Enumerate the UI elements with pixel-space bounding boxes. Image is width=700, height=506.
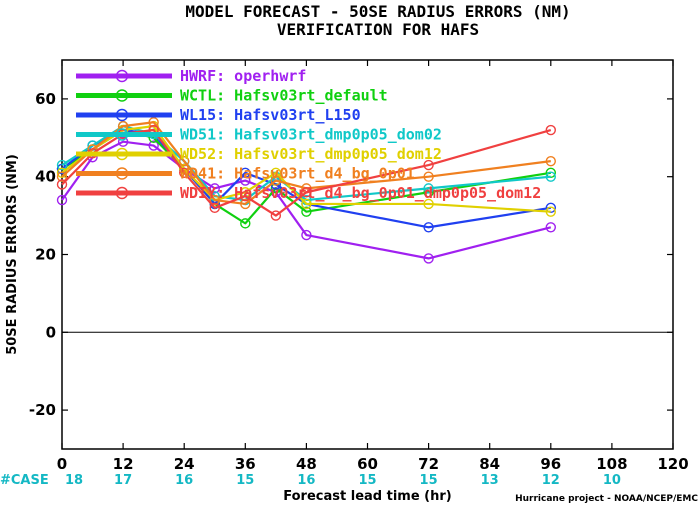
legend-label: WCTL: Hafsv03rt_default — [180, 87, 388, 105]
case-count: 16 — [175, 473, 193, 488]
case-count: 18 — [65, 473, 83, 488]
x-tick-label: 120 — [657, 455, 688, 473]
y-tick-label: 0 — [46, 323, 56, 341]
legend-marker — [115, 128, 129, 141]
legend-item: WD52: Hafsv03rt_dmp0p05_dom12 — [76, 145, 442, 163]
legend-marker — [115, 108, 129, 122]
legend-marker — [115, 167, 129, 180]
data-point — [56, 171, 68, 182]
data-point — [56, 179, 68, 190]
x-tick-label: 84 — [479, 455, 500, 473]
case-count: 16 — [297, 473, 315, 488]
legend-label: WDIY: Hafsv03rt_d4_bg_0p01_dmp0p05_dom12 — [180, 184, 541, 202]
data-point — [270, 175, 282, 186]
data-point — [423, 198, 434, 210]
case-counts: 18 17 16 15 16 15 15 13 12 10 — [65, 473, 621, 488]
data-point — [301, 229, 312, 241]
legend-item: WL15: Hafsv03rt_L150 — [76, 106, 361, 124]
data-point — [301, 198, 312, 210]
case-count: 15 — [236, 473, 254, 488]
y-tick-label: 60 — [35, 90, 56, 108]
y-tick-label: -20 — [29, 401, 56, 419]
case-count: 10 — [603, 473, 621, 488]
x-tick-label: 108 — [596, 455, 627, 473]
x-tick-label: 72 — [418, 455, 439, 473]
legend-marker — [115, 147, 129, 161]
legend-marker — [115, 89, 129, 102]
data-point — [209, 183, 220, 194]
data-point — [148, 140, 159, 151]
legend-label: WD51: Hafsv03rt_dmp0p05_dom02 — [180, 126, 442, 144]
chart-subtitle: VERIFICATION FOR HAFS — [277, 20, 479, 39]
legend-label: WL15: Hafsv03rt_L150 — [180, 106, 361, 124]
legend-marker — [115, 186, 129, 200]
data-point — [240, 218, 251, 229]
case-count-label: #CASE — [0, 473, 49, 488]
data-point — [240, 175, 251, 186]
data-point — [545, 155, 556, 167]
data-point — [423, 253, 434, 264]
x-axis: 0 12 24 36 48 60 72 84 96 108 120 — [57, 60, 689, 473]
chart-title: MODEL FORECAST - 50SE RADIUS ERRORS (NM) — [185, 2, 570, 21]
case-count: 12 — [542, 473, 560, 488]
data-point — [545, 202, 556, 214]
y-axis-label: 50SE RADIUS ERRORS (NM) — [5, 154, 20, 355]
data-point — [240, 198, 251, 210]
series-layer — [56, 117, 556, 264]
data-point — [545, 124, 556, 136]
data-point — [56, 159, 68, 171]
data-point — [423, 183, 434, 194]
series-6 — [56, 124, 556, 221]
legend-label: WD41: Hafsv03rt_d4_bg_0p01 — [180, 165, 415, 183]
x-tick-label: 12 — [113, 455, 134, 473]
x-tick-label: 60 — [357, 455, 378, 473]
credit-text: Hurricane project - NOAA/NCEP/EMC — [515, 494, 698, 504]
legend-item: HWRF: operhwrf — [76, 67, 306, 85]
legend-label: HWRF: operhwrf — [180, 67, 306, 85]
y-tick-label: 20 — [35, 246, 56, 264]
legend: HWRF: operhwrf WCTL: Hafsv03rt_defaultWL1… — [76, 67, 541, 202]
data-point — [270, 167, 282, 179]
data-point — [545, 171, 556, 182]
legend-item: WDIY: Hafsv03rt_d4_bg_0p01_dmp0p05_dom12 — [76, 184, 541, 202]
data-point — [117, 136, 129, 147]
series-line — [61, 128, 552, 217]
x-tick-label: 0 — [57, 455, 67, 473]
data-point — [270, 210, 282, 221]
legend-item: WD51: Hafsv03rt_dmp0p05_dom02 — [76, 126, 442, 144]
series-line — [61, 140, 552, 260]
x-tick-label: 96 — [540, 455, 561, 473]
data-point — [178, 155, 190, 167]
case-count: 15 — [358, 473, 376, 488]
case-count: 17 — [114, 473, 132, 488]
data-point — [178, 167, 190, 179]
data-point — [148, 117, 159, 128]
legend-item: WCTL: Hafsv03rt_default — [76, 87, 388, 105]
y-tick-label: 40 — [35, 168, 56, 186]
data-point — [240, 190, 251, 202]
x-axis-label: Forecast lead time (hr) — [283, 489, 451, 504]
data-point — [240, 167, 251, 179]
x-tick-label: 24 — [174, 455, 195, 473]
case-count: 15 — [420, 473, 438, 488]
series-0 — [56, 136, 556, 264]
data-point — [545, 222, 556, 233]
data-point — [423, 222, 434, 233]
x-tick-label: 48 — [296, 455, 317, 473]
data-point — [56, 194, 68, 206]
case-count: 13 — [481, 473, 499, 488]
legend-item: WD41: Hafsv03rt_d4_bg_0p01 — [76, 165, 415, 183]
data-point — [209, 202, 220, 214]
data-point — [117, 120, 129, 132]
data-point — [545, 206, 556, 217]
data-point — [209, 194, 220, 206]
legend-label: WD52: Hafsv03rt_dmp0p05_dom12 — [180, 145, 442, 163]
data-point — [301, 206, 312, 217]
x-tick-label: 36 — [235, 455, 256, 473]
data-point — [301, 187, 312, 198]
data-point — [423, 171, 434, 182]
legend-marker — [115, 69, 129, 83]
data-point — [423, 159, 434, 171]
